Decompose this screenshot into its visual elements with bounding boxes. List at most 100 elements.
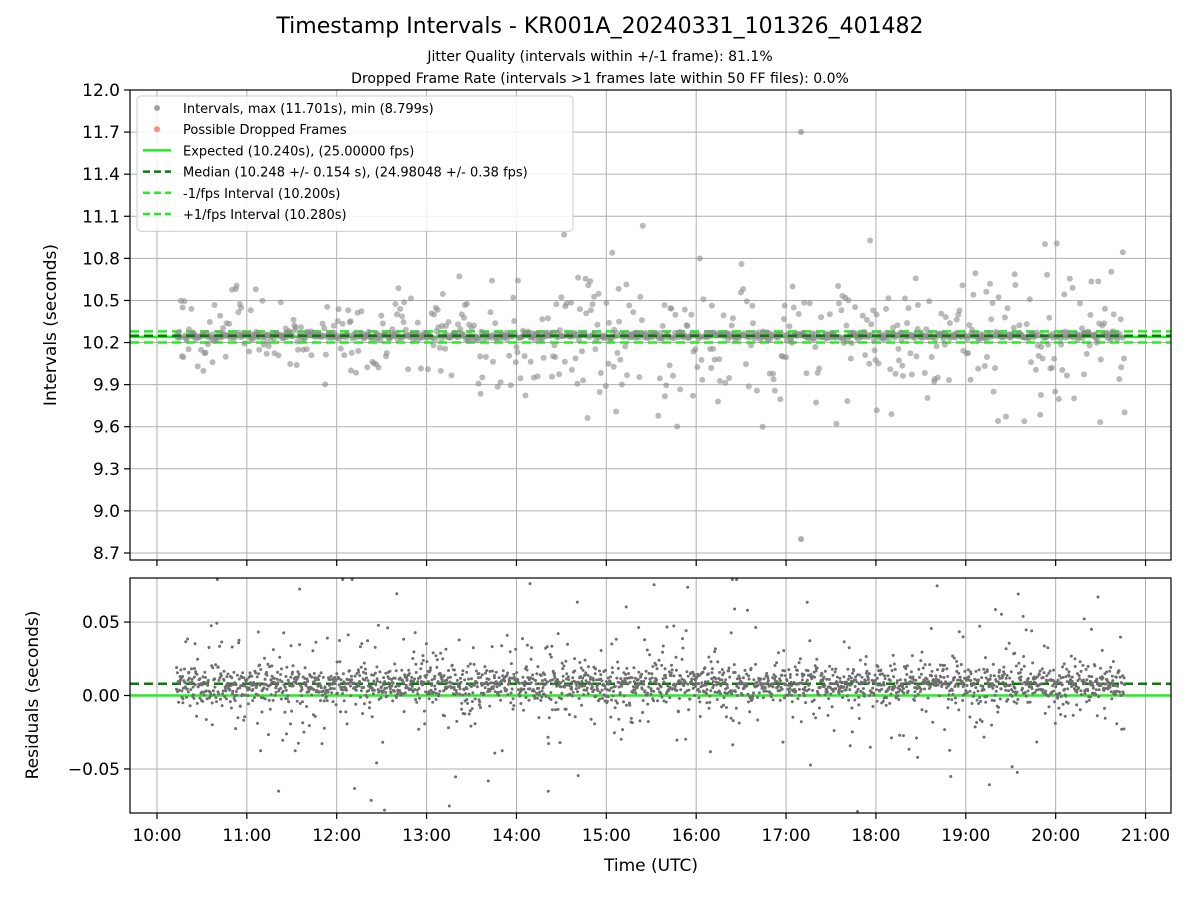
residual-point [412, 650, 416, 654]
residual-point [508, 650, 512, 654]
residual-point [651, 665, 655, 668]
residual-point [594, 667, 598, 671]
residual-point [945, 686, 949, 690]
residual-point [675, 689, 679, 692]
residual-point [422, 680, 426, 684]
residual-point [286, 694, 290, 698]
residual-point [674, 655, 678, 659]
residual-point [929, 684, 932, 688]
interval-point [871, 347, 878, 354]
residual-point [493, 676, 496, 680]
residual-point [394, 669, 398, 673]
residual-point [360, 642, 364, 646]
interval-point [556, 327, 563, 334]
residual-point [428, 692, 432, 696]
residual-point [494, 670, 498, 674]
residual-point [646, 702, 650, 706]
residual-point [637, 670, 641, 674]
residual-point [876, 683, 880, 687]
residual-point [369, 684, 373, 688]
residual-point [455, 678, 459, 682]
interval-point [400, 319, 407, 326]
bot-ytick-label: −0.05 [68, 760, 120, 780]
residual-point [207, 646, 211, 649]
residual-point [1002, 672, 1006, 676]
residual-point [499, 698, 503, 702]
residual-point [840, 681, 844, 684]
residual-point [982, 667, 986, 671]
residual-point [333, 682, 337, 686]
interval-point [699, 376, 706, 383]
residual-point [271, 648, 275, 652]
interval-point [700, 296, 707, 303]
residual-point [775, 680, 779, 684]
interval-point [748, 342, 754, 349]
residual-point [274, 690, 278, 694]
residual-point [884, 703, 888, 707]
residual-point [1086, 664, 1090, 668]
residual-point [646, 720, 650, 724]
residual-point [563, 683, 567, 687]
residual-point [564, 659, 568, 663]
residual-point [1048, 669, 1052, 673]
interval-point [684, 323, 691, 329]
residual-point [927, 680, 931, 684]
residual-point [976, 689, 980, 693]
interval-point [613, 408, 620, 415]
residual-point [809, 763, 812, 767]
residual-point [280, 680, 284, 684]
residual-point [296, 675, 300, 679]
residual-point [482, 692, 486, 696]
interval-point [534, 373, 541, 380]
interval-point [1058, 341, 1065, 348]
residual-point [830, 667, 834, 671]
residual-point [990, 723, 994, 727]
residual-point [642, 682, 646, 686]
residual-point [998, 668, 1002, 672]
residual-point [237, 677, 241, 681]
residual-point [605, 699, 609, 703]
residual-point [576, 690, 579, 694]
interval-point [1045, 341, 1052, 348]
residual-point [1099, 666, 1102, 670]
residual-point [233, 699, 237, 703]
residual-point [1060, 683, 1064, 687]
residual-point [987, 783, 991, 787]
residual-point [814, 716, 818, 720]
top-ytick-label: 9.9 [93, 376, 120, 396]
residual-point [422, 709, 426, 713]
residual-point [461, 669, 465, 673]
residual-point [177, 688, 181, 692]
residual-point [219, 674, 223, 678]
residual-point [285, 665, 289, 669]
interval-point [777, 396, 784, 403]
residual-point [664, 700, 668, 704]
residual-point [747, 674, 750, 678]
residual-point [387, 681, 391, 685]
residual-point [977, 678, 980, 682]
interval-point [926, 298, 933, 305]
residual-point [363, 678, 367, 682]
residual-point [853, 685, 857, 688]
interval-point [989, 300, 996, 306]
residual-point [283, 710, 287, 714]
interval-point [716, 356, 723, 363]
residual-point [1014, 692, 1018, 696]
residual-point [1061, 665, 1065, 669]
residual-point [317, 674, 321, 678]
residual-point [1024, 694, 1028, 698]
residual-point [937, 678, 941, 682]
residual-point [982, 688, 986, 692]
residual-point [1051, 684, 1055, 688]
residual-point [888, 679, 892, 682]
residual-point [617, 717, 621, 721]
residual-point [695, 675, 699, 679]
residual-point [786, 684, 790, 687]
residual-point [973, 725, 977, 729]
residual-point [509, 701, 513, 705]
residual-point [254, 671, 258, 675]
interval-point [1117, 316, 1124, 323]
residual-point [525, 668, 529, 672]
residual-point [805, 678, 809, 682]
residual-point [992, 674, 996, 678]
